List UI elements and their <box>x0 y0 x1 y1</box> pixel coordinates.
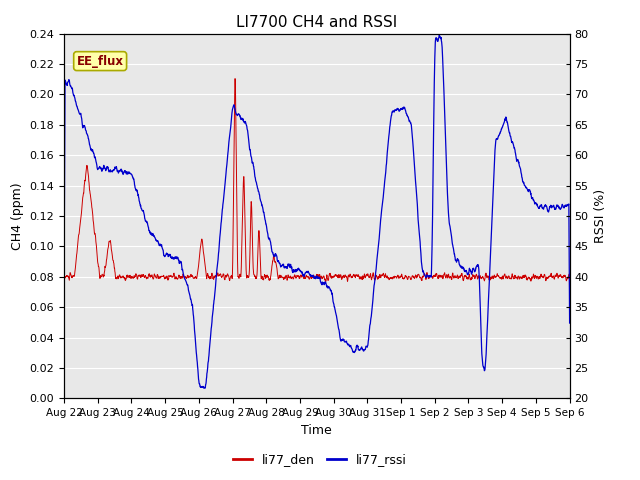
Title: LI7700 CH4 and RSSI: LI7700 CH4 and RSSI <box>236 15 397 30</box>
Legend: li77_den, li77_rssi: li77_den, li77_rssi <box>228 448 412 471</box>
X-axis label: Time: Time <box>301 424 332 437</box>
Y-axis label: RSSI (%): RSSI (%) <box>594 189 607 243</box>
Y-axis label: CH4 (ppm): CH4 (ppm) <box>11 182 24 250</box>
Text: EE_flux: EE_flux <box>77 55 124 68</box>
